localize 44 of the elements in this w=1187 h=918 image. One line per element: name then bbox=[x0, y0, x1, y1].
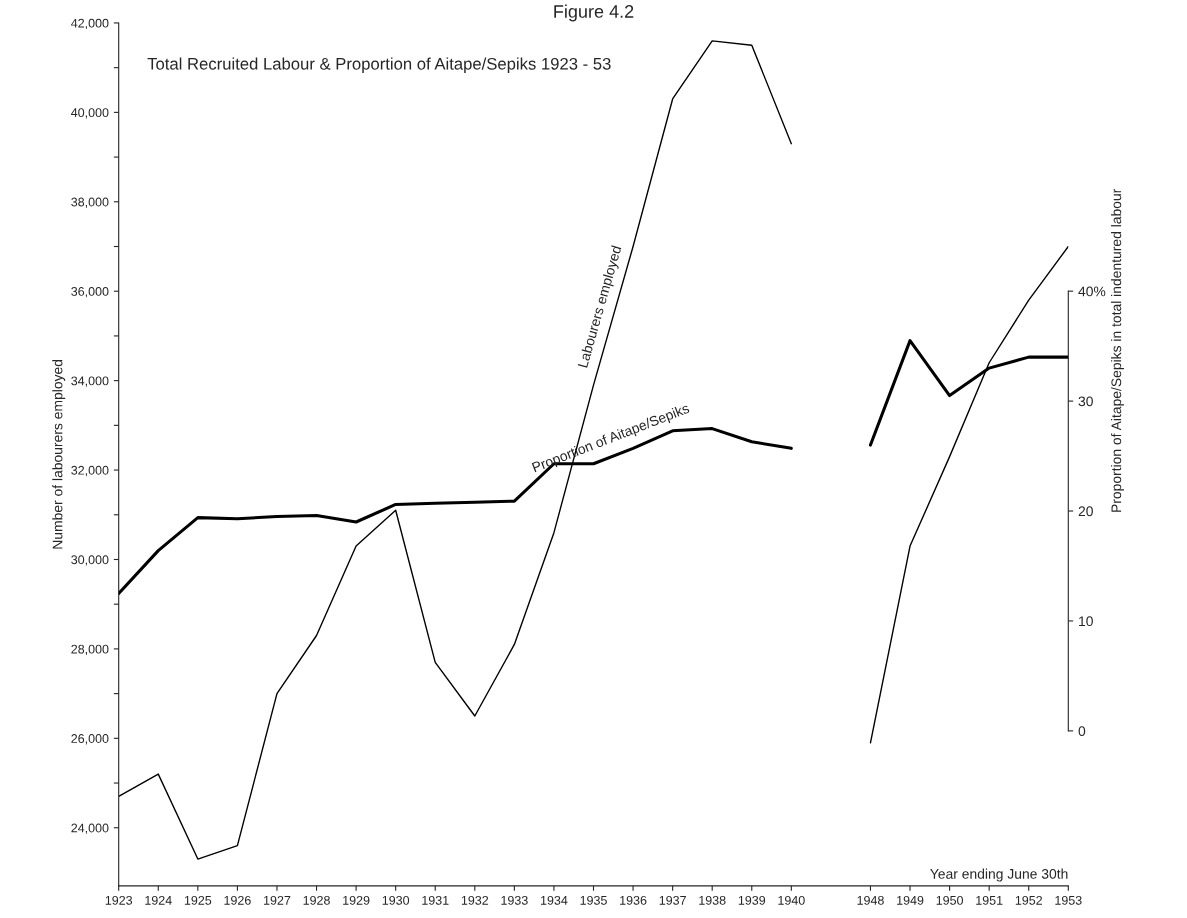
x-tick-label: 1926 bbox=[224, 895, 251, 905]
y-tick-label: 42,000 bbox=[71, 18, 109, 30]
x-tick-label: 1931 bbox=[422, 895, 449, 905]
y-tick-label: 34,000 bbox=[71, 376, 109, 387]
y2-axis-title: Proportion of Aitape/Sepiks in total indentured labour bbox=[1111, 188, 1124, 512]
text: Total Recruited Labour & Proportion of Aitape/Sepiks 1923 - 53 bbox=[147, 57, 611, 73]
y-tick-label: 36,000 bbox=[71, 287, 109, 298]
x-tick-label: 1932 bbox=[461, 895, 489, 905]
x-tick-label: 1934 bbox=[540, 895, 568, 905]
x-axis-title: Year ending June 30th bbox=[930, 868, 1068, 882]
y2-tick-label: 30 bbox=[1078, 396, 1093, 407]
x-tick-label: 1925 bbox=[184, 895, 212, 905]
x-tick-label: 1952 bbox=[1015, 895, 1043, 905]
x-tick-label: 1929 bbox=[343, 895, 370, 905]
y-tick-label: 26,000 bbox=[71, 734, 109, 745]
y-tick-label: 28,000 bbox=[71, 644, 109, 656]
x-tick-label: 1924 bbox=[145, 895, 172, 905]
y-tick-label: 40,000 bbox=[71, 108, 109, 119]
y-axis-title: Number of labourers employed bbox=[52, 359, 66, 549]
chart-title: Figure 4.2 bbox=[554, 4, 634, 22]
x-tick-label: 1928 bbox=[303, 895, 330, 905]
x-tick-label: 1933 bbox=[501, 895, 528, 905]
x-tick-label: 1948 bbox=[857, 895, 884, 905]
y-tick-label: 38,000 bbox=[71, 197, 109, 208]
x-tick-label: 1951 bbox=[976, 895, 1003, 905]
x-tick-label: 1927 bbox=[264, 895, 291, 905]
x-tick-label: 1923 bbox=[105, 895, 133, 905]
x-tick-label: 1938 bbox=[699, 895, 726, 905]
y2-tick-label: 0 bbox=[1078, 726, 1086, 737]
x-tick-label: 1940 bbox=[778, 895, 805, 905]
x-tick-label: 1937 bbox=[659, 895, 686, 905]
x-tick-label: 1935 bbox=[580, 895, 607, 905]
x-tick-label: 1950 bbox=[936, 895, 964, 905]
y2-tick-label: 10 bbox=[1079, 616, 1093, 627]
x-tick-label: 1936 bbox=[620, 895, 647, 905]
y2-tick-label: 20 bbox=[1078, 506, 1093, 517]
x-tick-label: 1939 bbox=[738, 895, 766, 905]
x-tick-label: 1953 bbox=[1055, 895, 1082, 905]
x-tick-label: 1930 bbox=[382, 895, 410, 905]
y-tick-label: 32,000 bbox=[71, 465, 109, 477]
y-tick-label: 30,000 bbox=[71, 555, 109, 566]
y2-tick-label: 40% bbox=[1078, 286, 1106, 297]
x-tick-label: 1949 bbox=[897, 895, 924, 905]
y-tick-label: 24,000 bbox=[71, 823, 109, 834]
